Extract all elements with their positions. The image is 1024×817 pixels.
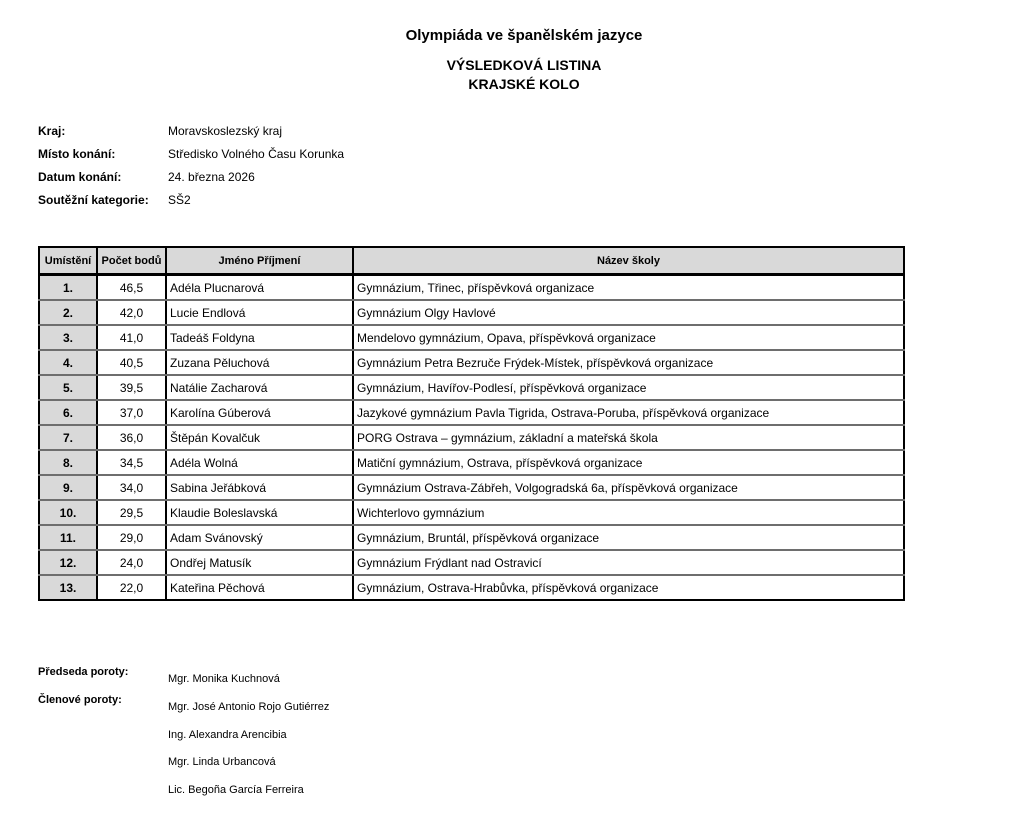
name-cell: Adéla Wolná — [165, 449, 354, 476]
points-cell: 46,5 — [96, 273, 167, 301]
region-label: Kraj: — [38, 124, 66, 138]
jury-member-name: Ing. Alexandra Arencibia — [168, 729, 287, 741]
school-cell: Mendelovo gymnázium, Opava, příspěvková … — [352, 324, 905, 351]
school-cell: Gymnázium, Ostrava-Hrabůvka, příspěvková… — [352, 574, 905, 601]
school-cell: Matiční gymnázium, Ostrava, příspěvková … — [352, 449, 905, 476]
category-label: Soutěžní kategorie: — [38, 193, 149, 207]
rank-cell: 10. — [38, 499, 98, 526]
info-row-venue: Místo konání: Středisko Volného Času Kor… — [38, 147, 344, 170]
results-table-container: Umístění Počet bodů Jméno Příjmení Název… — [38, 246, 905, 601]
school-cell: Gymnázium, Havířov-Podlesí, příspěvková … — [352, 374, 905, 401]
school-cell: Gymnázium, Bruntál, příspěvková organiza… — [352, 524, 905, 551]
school-cell: Jazykové gymnázium Pavla Tigrida, Ostrav… — [352, 399, 905, 426]
info-row-region: Kraj: Moravskoslezský kraj — [38, 124, 344, 147]
rank-cell: 6. — [38, 399, 98, 426]
rank-cell: 2. — [38, 299, 98, 326]
name-cell: Adéla Plucnarová — [165, 273, 354, 301]
school-cell: Gymnázium, Třinec, příspěvková organizac… — [352, 273, 905, 301]
points-cell: 29,5 — [96, 499, 167, 526]
points-cell: 42,0 — [96, 299, 167, 326]
rank-cell: 4. — [38, 349, 98, 376]
info-row-date: Datum konání: 24. března 2026 — [38, 170, 344, 193]
rank-cell: 5. — [38, 374, 98, 401]
table-row: 3. 41,0 Tadeáš Foldyna Mendelovo gymnázi… — [38, 324, 905, 351]
column-header-name: Jméno Příjmení — [165, 246, 354, 276]
rank-cell: 3. — [38, 324, 98, 351]
subtitle-line-2: KRAJSKÉ KOLO — [468, 76, 580, 92]
event-info-block: Kraj: Moravskoslezský kraj Místo konání:… — [38, 124, 344, 216]
column-header-points: Počet bodů — [96, 246, 167, 276]
table-row: 4. 40,5 Zuzana Pěluchová Gymnázium Petra… — [38, 349, 905, 376]
name-cell: Kateřina Pěchová — [165, 574, 354, 601]
jury-block: Předseda poroty: Mgr. Monika Kuchnová Čl… — [38, 666, 538, 806]
rank-cell: 8. — [38, 449, 98, 476]
table-row: 13. 22,0 Kateřina Pěchová Gymnázium, Ost… — [38, 574, 905, 601]
points-cell: 36,0 — [96, 424, 167, 451]
name-cell: Adam Svánovský — [165, 524, 354, 551]
category-value: SŠ2 — [168, 193, 191, 207]
jury-member-name: Lic. Begoña García Ferreira — [168, 784, 304, 796]
rank-cell: 1. — [38, 273, 98, 301]
table-row: 7. 36,0 Štěpán Kovalčuk PORG Ostrava – g… — [38, 424, 905, 451]
name-cell: Zuzana Pěluchová — [165, 349, 354, 376]
table-row: 2. 42,0 Lucie Endlová Gymnázium Olgy Hav… — [38, 299, 905, 326]
column-header-school: Název školy — [352, 246, 905, 276]
rank-cell: 11. — [38, 524, 98, 551]
school-cell: Gymnázium Petra Bezruče Frýdek-Místek, p… — [352, 349, 905, 376]
jury-member-name: Mgr. Linda Urbancová — [168, 756, 276, 768]
table-row: 5. 39,5 Natálie Zacharová Gymnázium, Hav… — [38, 374, 905, 401]
name-cell: Klaudie Boleslavská — [165, 499, 354, 526]
venue-label: Místo konání: — [38, 147, 116, 161]
table-row: 10. 29,5 Klaudie Boleslavská Wichterlovo… — [38, 499, 905, 526]
school-cell: Gymnázium Frýdlant nad Ostravicí — [352, 549, 905, 576]
rank-cell: 13. — [38, 574, 98, 601]
date-value: 24. března 2026 — [168, 170, 255, 184]
table-row: 8. 34,5 Adéla Wolná Matiční gymnázium, O… — [38, 449, 905, 476]
document-title: Olympiáda ve španělském jazyce — [405, 27, 643, 44]
points-cell: 40,5 — [96, 349, 167, 376]
region-value: Moravskoslezský kraj — [168, 124, 283, 138]
jury-chair-label: Předseda poroty: — [38, 666, 129, 678]
rank-cell: 7. — [38, 424, 98, 451]
info-row-category: Soutěžní kategorie: SŠ2 — [38, 193, 344, 216]
points-cell: 34,5 — [96, 449, 167, 476]
table-row: 12. 24,0 Ondřej Matusík Gymnázium Frýdla… — [38, 549, 905, 576]
name-cell: Štěpán Kovalčuk — [165, 424, 354, 451]
points-cell: 22,0 — [96, 574, 167, 601]
rank-cell: 9. — [38, 474, 98, 501]
name-cell: Natálie Zacharová — [165, 374, 354, 401]
school-cell: Gymnázium Olgy Havlové — [352, 299, 905, 326]
table-row: 6. 37,0 Karolína Gúberová Jazykové gymná… — [38, 399, 905, 426]
school-cell: PORG Ostrava – gymnázium, základní a mat… — [352, 424, 905, 451]
points-cell: 39,5 — [96, 374, 167, 401]
subtitle-line-1: VÝSLEDKOVÁ LISTINA — [446, 57, 602, 73]
column-header-rank: Umístění — [38, 246, 98, 276]
table-row: 1. 46,5 Adéla Plucnarová Gymnázium, Třin… — [38, 273, 905, 301]
school-cell: Gymnázium Ostrava-Zábřeh, Volgogradská 6… — [352, 474, 905, 501]
table-row: 11. 29,0 Adam Svánovský Gymnázium, Brunt… — [38, 524, 905, 551]
points-cell: 24,0 — [96, 549, 167, 576]
name-cell: Sabina Jeřábková — [165, 474, 354, 501]
school-cell: Wichterlovo gymnázium — [352, 499, 905, 526]
results-table: Umístění Počet bodů Jméno Příjmení Název… — [38, 246, 905, 601]
date-label: Datum konání: — [38, 170, 122, 184]
document-subtitle: VÝSLEDKOVÁ LISTINA KRAJSKÉ KOLO — [0, 56, 1024, 94]
table-header-row: Umístění Počet bodů Jméno Příjmení Název… — [38, 246, 905, 276]
table-row: 9. 34,0 Sabina Jeřábková Gymnázium Ostra… — [38, 474, 905, 501]
name-cell: Lucie Endlová — [165, 299, 354, 326]
points-cell: 34,0 — [96, 474, 167, 501]
name-cell: Ondřej Matusík — [165, 549, 354, 576]
jury-member-name: Mgr. José Antonio Rojo Gutiérrez — [168, 701, 330, 713]
jury-chair-name: Mgr. Monika Kuchnová — [168, 673, 280, 685]
points-cell: 29,0 — [96, 524, 167, 551]
rank-cell: 12. — [38, 549, 98, 576]
points-cell: 37,0 — [96, 399, 167, 426]
jury-members-label: Členové poroty: — [38, 694, 122, 706]
name-cell: Karolína Gúberová — [165, 399, 354, 426]
name-cell: Tadeáš Foldyna — [165, 324, 354, 351]
venue-value: Středisko Volného Času Korunka — [168, 147, 345, 161]
points-cell: 41,0 — [96, 324, 167, 351]
